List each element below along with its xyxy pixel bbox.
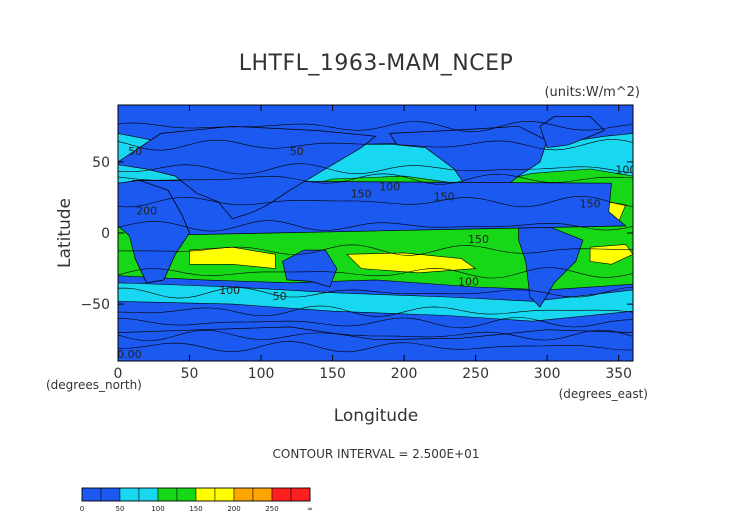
land-africa-east — [118, 180, 190, 284]
band-cyan-south — [118, 282, 633, 322]
contour-label: 50 — [290, 145, 304, 158]
contour-label: 50 — [273, 290, 287, 303]
contour-line — [118, 220, 633, 232]
contour-label: 200 — [136, 205, 157, 218]
colorbar-level-label: 150 — [189, 505, 202, 513]
colorbar-cell — [100, 487, 121, 502]
colorbar-level-label: 250 — [265, 505, 278, 513]
land-australia — [282, 249, 338, 288]
y-unit-label: (degrees_north) — [46, 378, 142, 392]
colorbar-cell — [271, 487, 292, 502]
land-greenland — [539, 116, 606, 149]
contour-line — [118, 305, 633, 317]
contour-label: 50 — [128, 145, 142, 158]
colorbar-level-label: 100 — [151, 505, 164, 513]
colorbar-cell — [138, 487, 159, 502]
contour-labels: 50 50 100 150 150 150 150 100 100 50 100 200 0.00 — [117, 145, 636, 361]
contour-label: 150 — [580, 197, 601, 210]
colorbar-cell — [233, 487, 254, 502]
contour-label: 0.00 — [117, 348, 142, 361]
contour-line — [118, 195, 633, 208]
land-eurasia — [118, 125, 377, 220]
colorbar-level-label: 200 — [227, 505, 240, 513]
x-tick-label: 300 — [534, 366, 561, 382]
plot-area: 50 50 100 150 150 150 150 100 100 50 100 200 0.00 — [117, 104, 636, 362]
colorbar-cells — [81, 487, 311, 502]
contour-line — [118, 244, 633, 256]
contour-line — [118, 267, 633, 279]
contour-label: 100 — [219, 284, 240, 297]
x-tick-label: 250 — [462, 366, 489, 382]
colorbar: 0 50 100 150 200 250 ∞ — [80, 487, 313, 513]
colorbar-cell — [81, 487, 102, 502]
colorbar-frame — [81, 487, 311, 502]
chart-title: LHTFL_1963-MAM_NCEP — [239, 51, 514, 76]
x-tick-label: 200 — [391, 366, 418, 382]
y-tick-label: 0 — [101, 226, 110, 242]
colorbar-cell — [195, 487, 216, 502]
contour-line — [118, 317, 633, 329]
contour-label: 150 — [351, 187, 372, 200]
y-tick-label: −50 — [80, 297, 110, 313]
colorbar-labels: 0 50 100 150 200 250 ∞ — [80, 505, 313, 513]
x-axis-label: Longitude — [334, 406, 419, 426]
colorbar-cell — [214, 487, 235, 502]
units-label: (units:W/m^2) — [544, 85, 640, 100]
colorbar-cell — [290, 487, 311, 502]
field-layer — [118, 105, 633, 361]
x-unit-label: (degrees_east) — [559, 387, 648, 401]
contour-label: 150 — [434, 190, 455, 203]
contour-line — [118, 287, 633, 299]
y-tick-label: 50 — [92, 155, 110, 171]
contour-label: 100 — [458, 276, 479, 289]
colorbar-level-label: ∞ — [307, 505, 313, 513]
y-axis-label: Latitude — [55, 198, 75, 268]
contour-line — [118, 121, 633, 133]
x-tick-label: 150 — [319, 366, 346, 382]
colorbar-level-label: 0 — [80, 505, 84, 513]
contour-label: 100 — [379, 180, 400, 193]
x-axis-ticks: 0 50 100 150 200 250 300 350 — [114, 105, 632, 382]
x-tick-label: 0 — [114, 366, 123, 382]
contour-line — [118, 329, 633, 342]
colorbar-cell — [119, 487, 140, 502]
contour-interval-label: CONTOUR INTERVAL = 2.500E+01 — [273, 447, 480, 461]
contour-line — [118, 173, 633, 185]
colorbar-cell — [252, 487, 273, 502]
colorbar-cell — [176, 487, 197, 502]
colorbar-level-label: 50 — [116, 505, 125, 513]
contour-line — [118, 341, 633, 353]
band-yellow-south-pacific — [346, 252, 477, 274]
land-antarctica — [118, 326, 633, 361]
land-south-america — [518, 218, 584, 308]
x-tick-label: 350 — [605, 366, 632, 382]
colorbar-cell — [157, 487, 178, 502]
x-tick-label: 100 — [248, 366, 275, 382]
x-tick-label: 50 — [181, 366, 199, 382]
contour-line — [118, 163, 633, 175]
contour-label: 100 — [615, 163, 636, 176]
y-axis-ticks: 50 0 −50 — [80, 155, 633, 313]
contour-label: 150 — [468, 233, 489, 246]
contour-lines — [118, 121, 633, 353]
contour-line — [118, 139, 633, 151]
